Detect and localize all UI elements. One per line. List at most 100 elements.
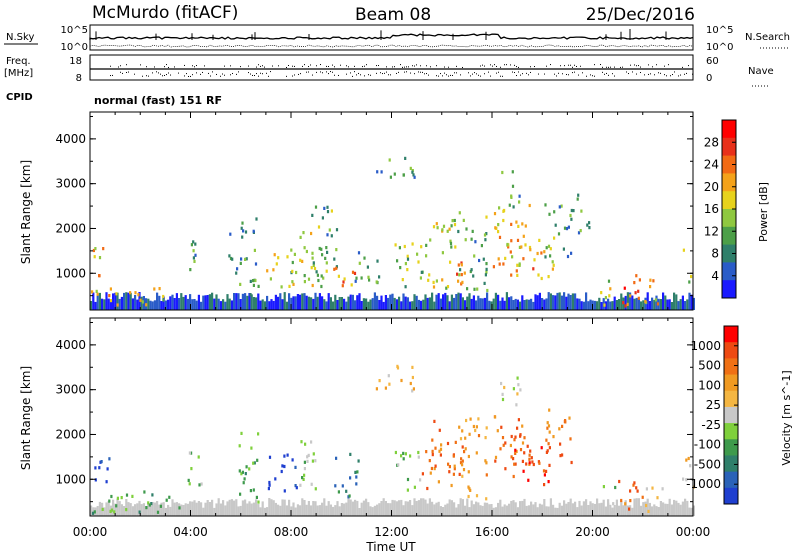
scatter-cell	[330, 209, 333, 213]
scatter-cell	[543, 483, 546, 487]
scatter-cell	[558, 205, 561, 209]
ground-scatter-cell	[521, 295, 524, 310]
scatter-cell	[349, 452, 352, 456]
ground-scatter-cell	[426, 297, 429, 310]
ground-scatter-cell	[666, 503, 669, 516]
nave-dot	[526, 72, 527, 74]
scatter-cell	[514, 435, 517, 439]
ground-scatter-cell	[195, 502, 198, 516]
ground-scatter-cell	[640, 301, 643, 310]
ground-scatter-cell	[516, 299, 519, 310]
ground-scatter-cell	[459, 293, 462, 310]
scatter-cell	[450, 245, 453, 249]
ground-scatter-cell	[228, 298, 231, 310]
nave-dot	[680, 74, 681, 76]
ground-scatter-cell	[514, 502, 517, 516]
ground-scatter-cell	[373, 292, 376, 310]
scatter-cell	[341, 284, 344, 288]
ground-scatter-cell	[244, 293, 247, 310]
scatter-cell	[311, 283, 314, 288]
nave-dot	[664, 65, 665, 67]
ground-scatter-cell	[140, 504, 143, 516]
ground-scatter-cell	[160, 502, 163, 516]
ground-scatter-cell	[444, 504, 447, 516]
nave-dot	[610, 66, 611, 68]
scatter-cell	[506, 242, 509, 247]
scatter-cell	[411, 242, 414, 246]
ground-scatter-cell	[422, 299, 425, 310]
scatter-cell	[626, 302, 629, 306]
ground-scatter-cell	[184, 503, 187, 516]
ground-scatter-cell	[466, 498, 469, 516]
ground-scatter-cell	[448, 301, 451, 310]
ground-scatter-cell	[129, 292, 132, 310]
scatter-cell	[644, 300, 647, 304]
scatter-cell	[145, 506, 148, 510]
nave-dot	[122, 72, 123, 74]
nave-dot	[278, 65, 279, 67]
ground-scatter-cell	[369, 506, 372, 516]
ground-scatter-cell	[153, 300, 156, 310]
ground-scatter-cell	[618, 505, 621, 516]
nave-dot	[208, 72, 209, 74]
ground-scatter-cell	[534, 502, 537, 516]
ground-scatter-cell	[437, 293, 440, 310]
scatter-cell	[417, 260, 420, 264]
scatter-cell	[570, 217, 573, 221]
scatter-cell	[494, 455, 498, 459]
ground-scatter-cell	[404, 501, 407, 516]
ground-scatter-cell	[310, 297, 313, 310]
scatter-cell	[629, 499, 632, 503]
ground-scatter-cell	[299, 505, 302, 516]
ground-scatter-cell	[160, 301, 163, 310]
scatter-cell	[512, 387, 515, 391]
ground-scatter-cell	[402, 505, 405, 516]
scatter-cell	[449, 239, 452, 243]
nave-dot	[146, 66, 147, 68]
scatter-cell	[529, 248, 532, 252]
freq-label: Freq.	[6, 56, 31, 67]
nave-dot	[640, 66, 641, 68]
nave-dot	[518, 71, 519, 73]
nave-dot	[110, 75, 111, 77]
scatter-cell	[406, 268, 409, 272]
nave-dot	[148, 75, 149, 77]
nave-dot	[612, 73, 613, 75]
ground-scatter-cell	[360, 502, 363, 516]
scatter-cell	[476, 287, 479, 291]
scatter-cell	[116, 303, 119, 307]
ground-scatter-cell	[118, 501, 121, 516]
scatter-cell	[439, 447, 443, 451]
ground-scatter-cell	[475, 300, 478, 310]
nave-dot	[406, 71, 407, 73]
scatter-cell	[291, 458, 294, 462]
ground-scatter-cell	[503, 504, 506, 516]
ground-scatter-cell	[461, 297, 464, 310]
ground-scatter-cell	[213, 298, 216, 310]
scatter-cell	[293, 252, 296, 256]
scatter-cell	[280, 469, 283, 474]
scatter-cell	[540, 251, 543, 255]
scatter-cell	[682, 248, 685, 252]
nave-dot	[516, 75, 517, 77]
ground-scatter-cell	[604, 301, 607, 310]
scatter-cell	[467, 470, 470, 474]
ground-scatter-cell	[549, 293, 552, 310]
ground-scatter-cell	[431, 501, 434, 516]
ground-scatter-cell	[442, 507, 445, 516]
ground-scatter-cell	[197, 294, 200, 310]
ground-scatter-cell	[263, 301, 266, 310]
colorbar-swatch	[722, 155, 736, 174]
ground-scatter-cell	[659, 299, 662, 310]
ground-scatter-cell	[362, 500, 365, 516]
ground-scatter-cell	[637, 298, 640, 310]
ground-scatter-cell	[114, 292, 117, 310]
nave-dot	[394, 66, 395, 68]
scatter-cell	[94, 466, 97, 470]
scatter-cell	[461, 280, 464, 284]
scatter-cell	[654, 298, 657, 302]
ground-scatter-cell	[103, 299, 106, 310]
scatter-cell	[393, 172, 396, 176]
scatter-cell	[240, 472, 243, 476]
scatter-cell	[484, 273, 487, 277]
